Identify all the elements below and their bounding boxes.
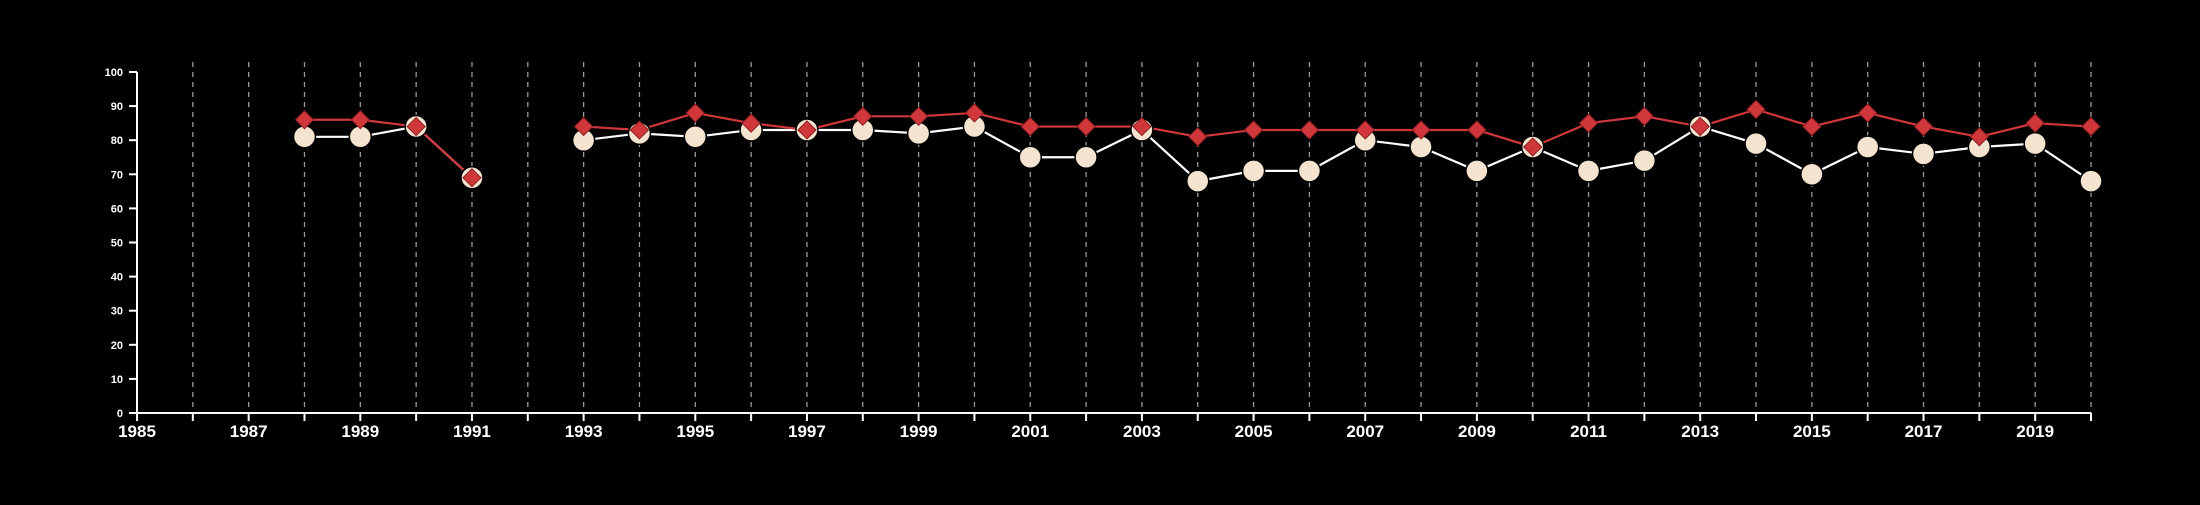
- diamond-marker: [1802, 116, 1822, 137]
- circle-marker: [1241, 159, 1266, 183]
- diamond-marker: [908, 106, 929, 127]
- diamond-marker: [1076, 116, 1096, 137]
- y-tick-label: 40: [111, 272, 123, 284]
- x-tick-label: 1999: [900, 422, 938, 441]
- diamond-marker: [741, 113, 761, 133]
- diamond-marker: [462, 168, 482, 188]
- y-tick-label: 70: [111, 169, 123, 181]
- y-tick-label: 60: [111, 203, 123, 215]
- circle-marker: [1911, 142, 1936, 166]
- diamond-marker: [2025, 113, 2045, 133]
- diamond-marker: [1132, 116, 1152, 137]
- diamond-marker: [1690, 116, 1710, 137]
- diamond-marker: [1411, 120, 1431, 140]
- diamond-marker: [853, 106, 873, 127]
- x-tick-label: 2017: [1905, 422, 1943, 441]
- diamond-marker: [1355, 120, 1375, 140]
- diamond-marker: [573, 116, 594, 137]
- y-tick-label: 50: [111, 238, 123, 250]
- y-tick-label: 30: [111, 306, 123, 318]
- x-tick-label: 1987: [230, 422, 268, 441]
- diamond-marker: [350, 110, 371, 130]
- circle-marker: [1297, 159, 1322, 183]
- series-line-circle: [304, 125, 473, 179]
- x-tick-label: 2007: [1346, 422, 1384, 441]
- x-tick-label: 1995: [676, 422, 714, 441]
- series-line-diamond: [583, 108, 2092, 149]
- x-tick-label: 2013: [1681, 422, 1719, 441]
- x-tick-label: 1989: [341, 422, 379, 441]
- diamond-marker: [1467, 120, 1487, 140]
- y-tick-label: 80: [111, 135, 123, 147]
- y-tick-label: 100: [105, 67, 123, 79]
- circle-marker: [1800, 162, 1824, 187]
- circle-marker: [2023, 131, 2047, 156]
- circle-marker: [1185, 169, 1210, 193]
- diamond-marker: [797, 120, 817, 140]
- diamond-marker: [1634, 106, 1655, 127]
- x-tick-label: 2005: [1235, 422, 1273, 441]
- diamond-marker: [294, 110, 315, 130]
- diamond-marker: [1243, 120, 1264, 140]
- x-tick-label: 2003: [1123, 422, 1161, 441]
- circle-marker: [1744, 131, 1768, 156]
- y-tick-label: 0: [117, 408, 123, 420]
- diamond-marker: [1523, 137, 1543, 157]
- diamond-marker: [629, 120, 650, 140]
- x-tick-label: 1991: [453, 422, 491, 441]
- circle-marker: [1576, 159, 1601, 183]
- y-tick-label: 20: [111, 340, 123, 352]
- y-tick-label: 90: [111, 101, 123, 113]
- circle-marker: [1018, 145, 1043, 169]
- circle-marker: [1632, 148, 1657, 173]
- diamond-marker: [2081, 116, 2101, 137]
- diamond-marker: [685, 103, 705, 123]
- diamond-marker: [1188, 127, 1208, 147]
- x-tick-label: 1997: [788, 422, 826, 441]
- diamond-marker: [1746, 99, 1766, 120]
- x-tick-label: 2011: [1570, 422, 1607, 441]
- x-tick-label: 1985: [118, 422, 156, 441]
- diamond-marker: [964, 103, 985, 123]
- x-tick-label: 2009: [1458, 422, 1496, 441]
- circle-marker: [1074, 145, 1098, 169]
- series-line-circle: [583, 125, 2092, 183]
- circle-marker: [1855, 135, 1880, 159]
- x-tick-label: 2001: [1011, 422, 1049, 441]
- diamond-marker: [1913, 116, 1934, 137]
- diamond-marker: [406, 116, 426, 137]
- series-line-diamond: [304, 118, 473, 179]
- x-tick-label: 2019: [2016, 422, 2054, 441]
- diamond-marker: [1578, 113, 1599, 133]
- diamond-marker: [1969, 127, 1990, 147]
- x-tick-label: 1993: [565, 422, 603, 441]
- diamond-marker: [1299, 120, 1320, 140]
- circle-marker: [1465, 159, 1489, 183]
- diamond-marker: [1857, 103, 1878, 123]
- diamond-marker: [1020, 116, 1040, 137]
- x-tick-label: 2015: [1793, 422, 1831, 441]
- circle-marker: [2079, 169, 2103, 193]
- y-tick-label: 10: [111, 374, 123, 386]
- circle-marker: [683, 125, 708, 149]
